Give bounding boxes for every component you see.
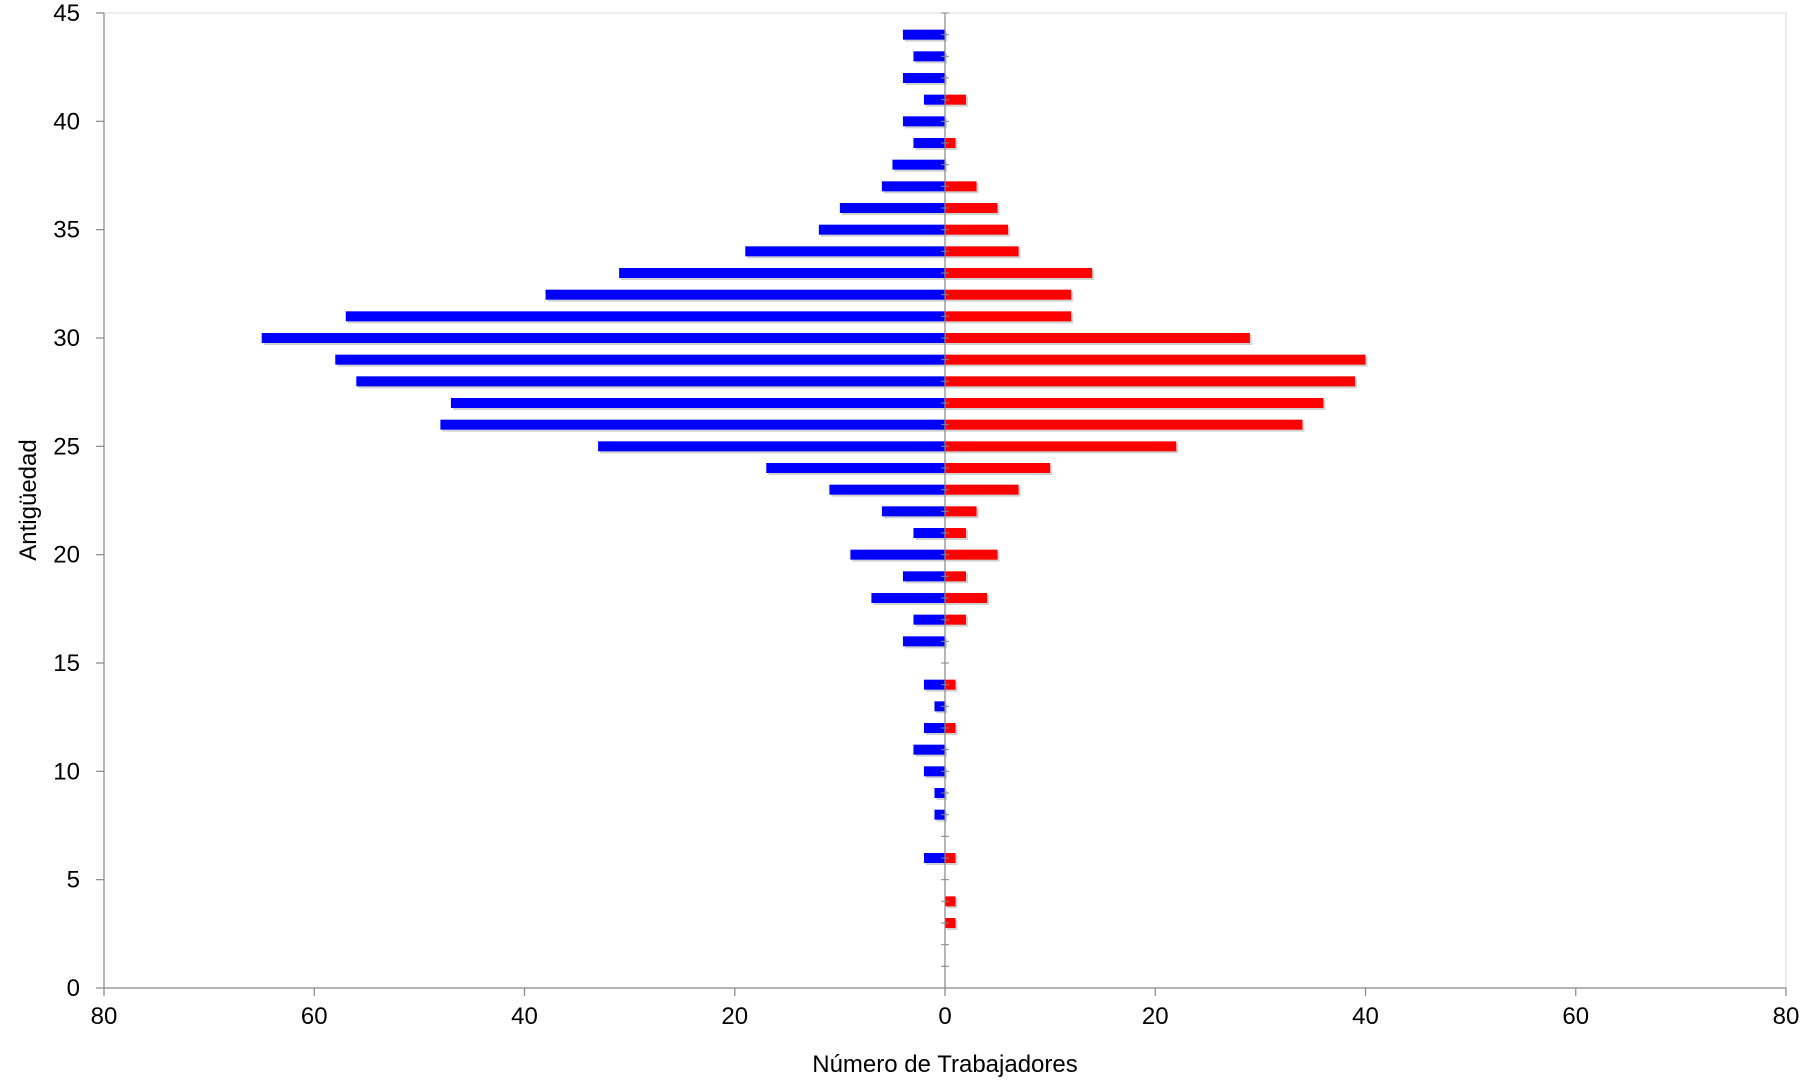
bar-right-27 [945, 398, 1324, 408]
bar-left-33 [619, 268, 945, 278]
bar-left-36 [839, 203, 945, 213]
y-tick-label: 25 [53, 433, 80, 460]
x-tick-label: 80 [91, 1003, 118, 1030]
x-axis-ticks: 80 60 40 20 0 20 40 60 80 [91, 988, 1800, 1030]
bar-left-12 [923, 723, 945, 733]
bar-right-30 [945, 333, 1250, 343]
bar-left-21 [913, 528, 945, 538]
x-tick-label: 60 [1562, 1003, 1589, 1030]
bar-left-27 [450, 398, 945, 408]
y-tick-label: 20 [53, 542, 80, 569]
x-tick-label: 60 [301, 1003, 328, 1030]
y-tick-label: 5 [67, 867, 80, 894]
bar-left-14 [923, 679, 945, 690]
bar-right-12 [945, 723, 956, 733]
bar-left-9 [934, 788, 945, 798]
bar-left-30 [261, 333, 945, 343]
bar-right-33 [945, 268, 1093, 278]
bar-right-28 [945, 376, 1355, 387]
bar-left-10 [923, 766, 945, 777]
bar-left-28 [356, 376, 945, 387]
bar-right-26 [945, 419, 1303, 430]
bar-left-35 [818, 224, 945, 235]
bar-right-18 [945, 593, 988, 603]
bar-left-37 [881, 181, 945, 192]
bar-right-29 [945, 354, 1366, 365]
bar-right-24 [945, 463, 1051, 473]
y-axis-title: Antigüedad [15, 439, 42, 560]
bar-left-22 [881, 506, 945, 517]
bar-right-19 [945, 571, 967, 582]
bar-right-17 [945, 614, 967, 625]
y-tick-label: 15 [53, 650, 80, 677]
bar-left-11 [913, 744, 945, 755]
bar-right-3 [945, 918, 956, 928]
bar-left-23 [829, 484, 945, 495]
bar-left-13 [934, 701, 945, 712]
bar-right-20 [945, 549, 998, 560]
bar-left-17 [913, 614, 945, 625]
bar-left-26 [440, 419, 945, 430]
bar-right-22 [945, 506, 977, 517]
y-tick-label: 35 [53, 217, 80, 244]
bar-right-25 [945, 441, 1177, 452]
x-tick-label: 40 [1352, 1003, 1379, 1030]
bar-right-21 [945, 528, 967, 538]
bar-left-29 [335, 354, 945, 365]
bars-left-series [261, 29, 948, 865]
bar-left-40 [902, 116, 945, 127]
y-tick-label: 30 [53, 325, 80, 352]
bar-left-44 [902, 29, 945, 40]
bar-right-35 [945, 224, 1009, 235]
bar-right-6 [945, 853, 956, 863]
bar-left-19 [902, 571, 945, 582]
bar-left-41 [923, 94, 945, 105]
x-tick-label: 20 [721, 1003, 748, 1030]
x-tick-label: 20 [1142, 1003, 1169, 1030]
bar-left-25 [598, 441, 945, 452]
bar-right-34 [945, 246, 1019, 257]
x-tick-label: 80 [1773, 1003, 1800, 1030]
bar-right-4 [945, 896, 956, 907]
bar-right-32 [945, 289, 1072, 300]
bar-left-6 [923, 853, 945, 863]
y-axis-ticks: 0 5 10 15 20 25 30 35 40 45 [53, 0, 104, 1002]
bar-left-16 [902, 636, 945, 647]
y-tick-label: 0 [67, 975, 80, 1002]
x-tick-label: 40 [511, 1003, 538, 1030]
bar-left-31 [345, 311, 946, 322]
bar-left-24 [766, 463, 945, 473]
y-tick-label: 45 [53, 0, 80, 27]
bar-left-38 [892, 159, 945, 170]
bars-right-series [945, 94, 1368, 930]
y-tick-label: 40 [53, 108, 80, 135]
bar-left-8 [934, 809, 945, 820]
bar-left-39 [913, 138, 945, 148]
bar-left-18 [871, 593, 945, 603]
y-tick-label: 10 [53, 758, 80, 785]
bar-left-42 [902, 73, 945, 83]
bar-right-14 [945, 679, 956, 690]
bar-left-20 [850, 549, 945, 560]
bar-right-39 [945, 138, 956, 148]
bar-left-34 [745, 246, 945, 257]
bar-right-23 [945, 484, 1019, 495]
bar-left-32 [545, 289, 945, 300]
bar-right-41 [945, 94, 967, 105]
bar-left-43 [913, 51, 945, 62]
bar-right-31 [945, 311, 1072, 322]
bar-right-37 [945, 181, 977, 192]
bar-right-36 [945, 203, 998, 213]
x-tick-label: 0 [938, 1003, 951, 1030]
x-axis-title: Número de Trabajadores [812, 1051, 1077, 1078]
